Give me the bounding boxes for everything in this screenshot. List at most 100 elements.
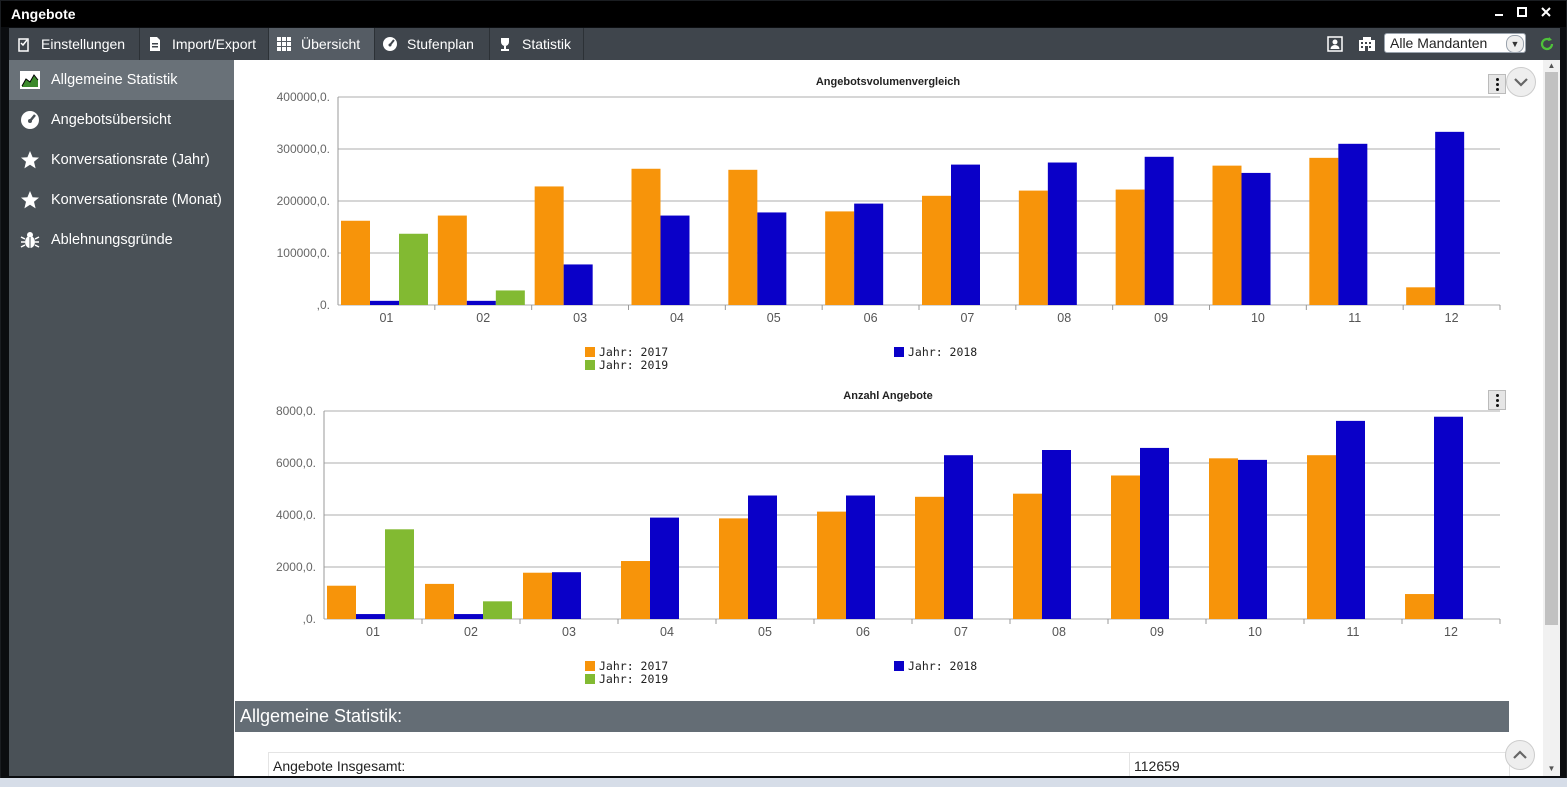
tab-uebersicht[interactable]: Übersicht	[269, 28, 375, 60]
legend-item-2019: Jahr: 2019	[585, 672, 668, 686]
refresh-icon[interactable]	[1539, 28, 1555, 60]
bar	[1434, 416, 1463, 619]
scroll-down-button[interactable]	[1506, 67, 1536, 97]
y-tick-label: 2000,0.	[276, 560, 316, 574]
chart-menu-button[interactable]	[1488, 390, 1506, 410]
x-tick-label: 06	[864, 311, 878, 325]
vertical-scrollbar[interactable]: ▲ ▼	[1543, 60, 1560, 776]
star-icon	[19, 189, 41, 211]
bar	[728, 169, 758, 305]
close-icon[interactable]	[1538, 5, 1554, 21]
legend-item-2017: Jahr: 2017	[585, 345, 668, 359]
chevron-down-icon	[1514, 78, 1528, 87]
sidebar-item-label: Ablehnungsgründe	[51, 232, 173, 248]
tab-einstellungen[interactable]: Einstellungen	[9, 28, 140, 60]
x-tick-label: 04	[670, 311, 684, 325]
bar	[1241, 172, 1271, 305]
bar	[1111, 475, 1140, 619]
minimize-icon[interactable]	[1491, 5, 1507, 21]
maximize-icon[interactable]	[1514, 5, 1530, 21]
chart-title: Angebotsvolumenvergleich	[815, 76, 961, 88]
sidebar-item-allgemeine-statistik[interactable]: Allgemeine Statistik	[9, 60, 234, 100]
x-tick-label: 10	[1251, 311, 1265, 325]
scroll-up-button[interactable]	[1505, 740, 1535, 770]
gauge-icon	[19, 109, 41, 131]
mandant-select-value: Alle Mandanten	[1390, 35, 1488, 51]
chart-angebotsvolumenvergleich: ,0. 100000,0. 200000,0. 300000,0. 400000,0. 0…	[277, 90, 1501, 325]
bar	[425, 583, 454, 619]
chart-title: Anzahl Angebote	[843, 390, 933, 402]
desktop-background	[0, 778, 1567, 787]
star-icon	[19, 149, 41, 171]
bar	[1013, 493, 1042, 619]
x-tick-label: 11	[1348, 311, 1361, 325]
x-tick-label: 05	[758, 625, 772, 639]
bar	[327, 585, 356, 619]
chevron-down-icon: ▼	[1506, 35, 1524, 53]
sidebar-item-ablehnungsgruende[interactable]: Ablehnungsgründe	[9, 220, 234, 260]
chart-menu-button[interactable]	[1488, 74, 1506, 94]
user-portrait-icon[interactable]	[1327, 28, 1343, 60]
sidebar-item-konversationsrate-jahr[interactable]: Konversationsrate (Jahr)	[9, 140, 234, 180]
bar	[341, 220, 370, 305]
legend-item-2018: Jahr: 2018	[894, 659, 977, 673]
scrollbar-thumb[interactable]	[1545, 72, 1558, 625]
bar	[1212, 165, 1242, 305]
y-tick-label: 300000,0.	[277, 142, 330, 156]
y-tick-label: 400000,0.	[277, 90, 330, 104]
x-tick-label: 09	[1150, 625, 1164, 639]
bar	[1115, 189, 1145, 305]
scrollbar-down-arrow[interactable]: ▼	[1547, 764, 1556, 773]
tab-import-export[interactable]: Import/Export	[140, 28, 269, 60]
chart-icon	[19, 69, 41, 91]
bar	[846, 495, 875, 619]
bar	[454, 614, 483, 619]
building-icon[interactable]	[1358, 28, 1376, 60]
x-tick-label: 12	[1445, 311, 1459, 325]
bar	[552, 572, 581, 619]
x-tick-label: 08	[1052, 625, 1066, 639]
bar	[1018, 190, 1048, 305]
sidebar-item-angebotsuebersicht[interactable]: Angebotsübersicht	[9, 100, 234, 140]
tab-uebersicht-label: Übersicht	[301, 36, 361, 52]
x-tick-label: 04	[660, 625, 674, 639]
bar	[1405, 594, 1434, 619]
bar	[437, 215, 467, 305]
sidebar-item-konversationsrate-monat[interactable]: Konversationsrate (Monat)	[9, 180, 234, 220]
x-tick-label: 08	[1057, 311, 1071, 325]
window-title: Angebote	[11, 6, 76, 22]
tab-einstellungen-label: Einstellungen	[41, 36, 126, 52]
table-cell-label: Angebote Insgesamt:	[268, 752, 1130, 776]
bar	[817, 511, 846, 619]
x-tick-label: 03	[573, 311, 587, 325]
y-tick-label: ,0.	[317, 298, 330, 312]
bar	[1435, 131, 1465, 305]
bar	[621, 561, 650, 619]
bar	[631, 168, 661, 305]
scrollbar-up-arrow[interactable]: ▲	[1547, 61, 1556, 70]
table-cell-value: 112659	[1129, 752, 1510, 776]
bar	[1047, 162, 1077, 305]
x-tick-label: 12	[1444, 625, 1458, 639]
x-tick-label: 02	[476, 311, 490, 325]
tab-statistik-label: Statistik	[522, 36, 572, 52]
bar	[495, 290, 525, 305]
bar	[951, 164, 980, 305]
sidebar-item-label: Konversationsrate (Monat)	[51, 192, 222, 208]
bar	[399, 233, 428, 305]
mandant-select[interactable]: Alle Mandanten ▼	[1384, 33, 1526, 53]
bar	[1238, 459, 1267, 619]
tab-stufenplan[interactable]: Stufenplan	[375, 28, 490, 60]
bar	[1140, 447, 1169, 619]
grid-icon	[275, 35, 293, 53]
bar	[1209, 458, 1238, 619]
main-toolbar: Einstellungen Import/Export Übersicht St…	[9, 28, 1560, 60]
tab-statistik[interactable]: Statistik	[490, 28, 584, 60]
title-bar: Angebote	[1, 1, 1566, 27]
bar	[356, 614, 385, 619]
bar	[534, 186, 564, 305]
y-tick-label: 8000,0.	[276, 404, 316, 418]
bug-icon	[19, 229, 41, 251]
bar	[563, 264, 593, 305]
